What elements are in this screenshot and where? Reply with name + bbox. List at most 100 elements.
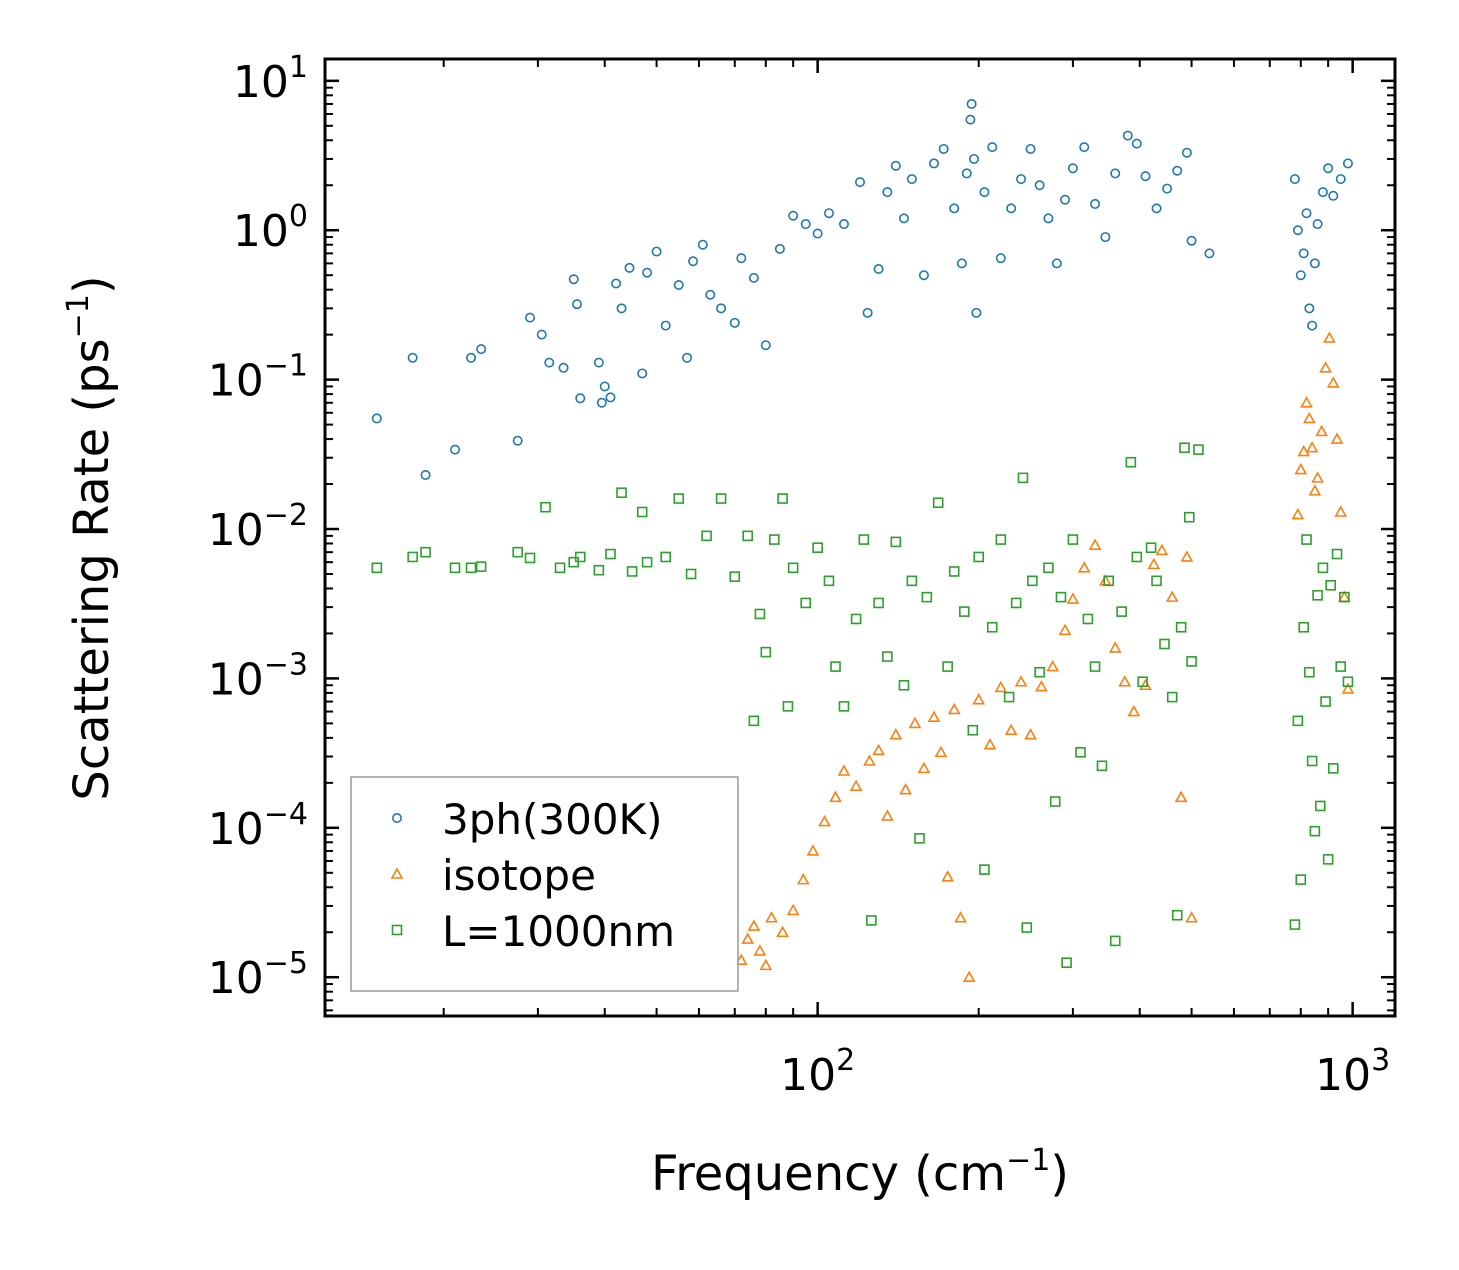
data-point [1014, 675, 1028, 687]
data-point [616, 303, 627, 314]
data-point [983, 738, 997, 750]
data-point [788, 210, 799, 221]
data-point [1082, 613, 1094, 625]
data-point [941, 870, 955, 882]
data-point [927, 710, 941, 723]
data-point [1131, 551, 1143, 563]
data-point [1186, 235, 1197, 246]
data-point [1049, 796, 1061, 807]
series-circle [371, 98, 1353, 480]
data-point [544, 357, 555, 368]
data-point [787, 562, 799, 574]
x-axis-label: Frequency (cm−1) [651, 1143, 1069, 1202]
y-tick-labels: 101 100 10−1 10−2 10−3 10−4 10−5 [208, 50, 308, 1004]
data-point [882, 651, 893, 662]
data-point [420, 546, 431, 558]
data-point [971, 307, 982, 318]
data-point [829, 790, 842, 803]
data-point [1165, 590, 1179, 602]
data-point [1090, 198, 1101, 209]
data-point [995, 534, 1007, 545]
data-point [407, 551, 418, 563]
data-point [765, 911, 778, 923]
data-point [1325, 580, 1337, 591]
data-point [1322, 854, 1334, 865]
data-point [777, 493, 788, 504]
data-point [624, 262, 635, 273]
data-point [1175, 621, 1187, 633]
data-point [1297, 444, 1311, 457]
data-point [734, 953, 748, 965]
data-point [873, 597, 884, 609]
data-point [862, 307, 873, 318]
data-point [673, 493, 685, 504]
data-point [890, 536, 902, 548]
data-point [1305, 441, 1319, 453]
data-point [1291, 507, 1305, 520]
data-point [838, 219, 849, 230]
data-point [1328, 190, 1339, 201]
legend-label: L=1000nm [442, 907, 675, 956]
data-point [987, 142, 998, 153]
data-point [1309, 825, 1321, 837]
data-point [838, 701, 850, 712]
data-point [1003, 691, 1015, 703]
legend: 3ph(300K) isotope L=1000nm [350, 776, 739, 992]
data-point [1335, 174, 1346, 185]
data-point [1294, 462, 1308, 475]
data-point [1292, 225, 1303, 236]
data-point [898, 679, 910, 691]
data-point [568, 274, 579, 285]
data-point [673, 279, 684, 290]
data-point [748, 715, 760, 727]
data-point [965, 114, 976, 125]
data-point [715, 493, 727, 504]
data-point [525, 312, 536, 323]
data-point [786, 903, 800, 916]
data-point [616, 487, 627, 499]
data-point [1043, 562, 1054, 574]
data-point [1034, 666, 1045, 678]
y-tick-label: 101 [233, 50, 308, 108]
data-point [642, 267, 653, 278]
data-point [918, 270, 929, 281]
data-point [1311, 471, 1324, 483]
data-point [1298, 621, 1309, 633]
data-point [1089, 661, 1101, 672]
data-point [986, 621, 998, 633]
data-point [1166, 691, 1178, 703]
data-point [760, 646, 772, 658]
data-point [800, 219, 811, 230]
data-point [1127, 704, 1141, 717]
data-point [1140, 171, 1151, 182]
data-point [1075, 747, 1086, 758]
data-point [932, 497, 944, 509]
data-point [1326, 376, 1340, 388]
data-point [948, 566, 960, 577]
data-point [558, 362, 569, 373]
data-point [371, 413, 382, 424]
data-point [1312, 590, 1323, 601]
data-point [1300, 396, 1313, 408]
data-point [1334, 505, 1348, 517]
data-point [866, 915, 877, 926]
data-point [818, 814, 831, 827]
data-point [1096, 760, 1108, 772]
data-point [1027, 575, 1038, 587]
data-point [465, 562, 477, 574]
data-point [979, 864, 990, 875]
data-point [1180, 550, 1194, 562]
data-point [697, 239, 708, 250]
data-point [967, 724, 979, 736]
y-tick-label: 10−2 [208, 498, 308, 556]
data-point [1021, 922, 1033, 933]
data-point [1024, 728, 1037, 740]
x-tick-label: 103 [1315, 1043, 1390, 1101]
data-point [898, 213, 909, 224]
data-point [881, 809, 894, 821]
legend-marker-square [391, 924, 403, 936]
data-point [1055, 591, 1067, 603]
data-point [1307, 320, 1318, 331]
data-point [1088, 538, 1102, 550]
